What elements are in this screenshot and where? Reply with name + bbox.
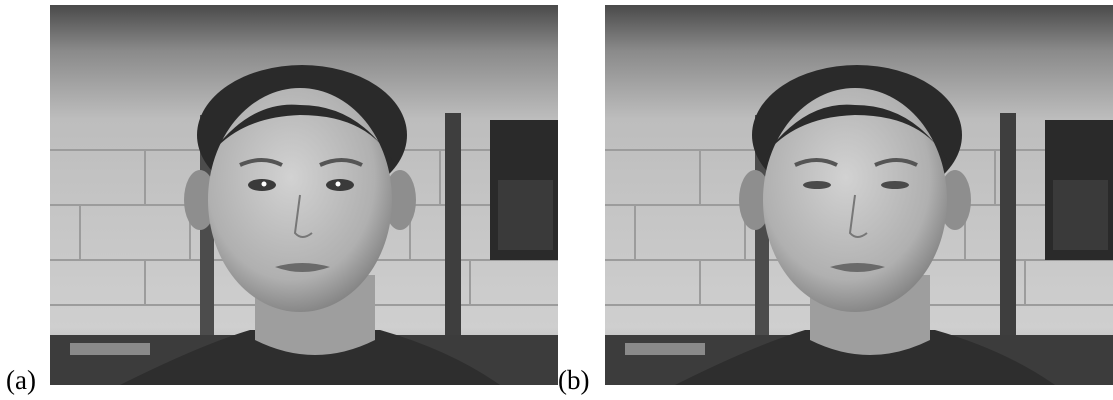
figure: (a) (b) xyxy=(0,0,1113,400)
photo-b xyxy=(605,5,1113,385)
panel-label: (a) xyxy=(6,365,36,395)
photo-a xyxy=(50,5,558,385)
panel-label: (b) xyxy=(558,365,589,395)
page: (a) (b) (() => { const data = JSON.parse… xyxy=(0,0,1113,400)
